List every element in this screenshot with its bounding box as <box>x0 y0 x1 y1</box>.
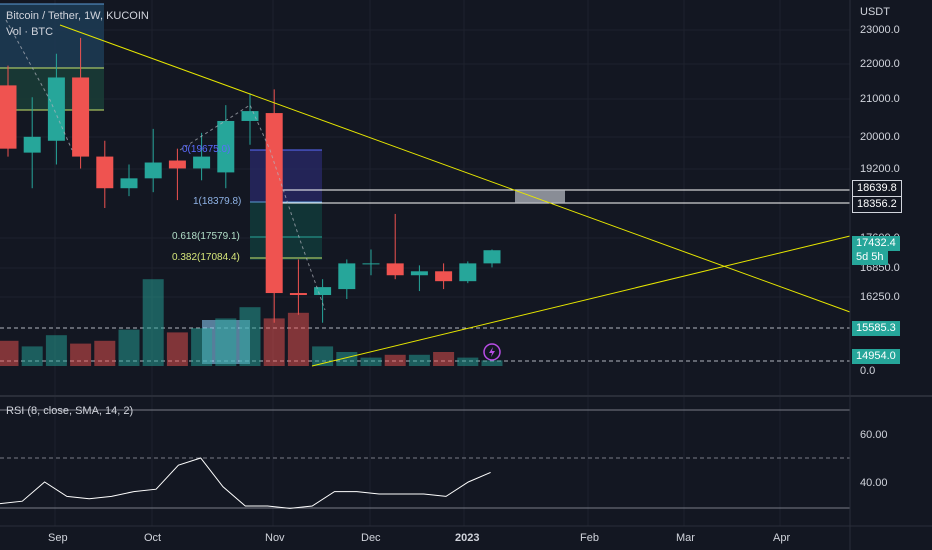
time-tick: Feb <box>580 532 599 544</box>
volume-bar <box>142 279 164 366</box>
candle[interactable] <box>0 85 17 149</box>
price-tick: 20000.0 <box>860 131 900 143</box>
volume-bar <box>457 357 479 366</box>
candle[interactable] <box>314 287 332 296</box>
price-axis-currency: USDT <box>860 6 890 18</box>
volume-bar <box>94 340 116 366</box>
dashed-level-tag-high[interactable]: 15585.3 <box>852 321 900 336</box>
fib-label-0382: 0.382(17084.4) <box>172 252 240 263</box>
volume-bars <box>0 279 503 366</box>
volume-bar <box>70 343 92 366</box>
volume-bar <box>408 354 430 366</box>
time-tick: Sep <box>48 532 68 544</box>
candle[interactable] <box>265 113 283 294</box>
price-tick: 19200.0 <box>860 163 900 175</box>
candle[interactable] <box>96 156 114 189</box>
rsi-line[interactable] <box>0 457 491 509</box>
resistance-zone-highlight <box>515 190 565 203</box>
price-tick: 23000.0 <box>860 24 900 36</box>
time-tick: Apr <box>773 532 791 544</box>
rsi-legend[interactable]: RSI (8, close, SMA, 14, 2) <box>6 405 134 417</box>
candle[interactable] <box>217 120 235 173</box>
volume-bar <box>118 329 140 366</box>
range-box[interactable] <box>0 4 104 68</box>
volume-bar <box>481 360 503 366</box>
zigzag-path-2 <box>179 104 326 311</box>
volume-bar <box>360 357 382 366</box>
candle[interactable] <box>483 250 501 264</box>
candle[interactable] <box>47 77 65 141</box>
fib-box-upper[interactable] <box>250 150 322 202</box>
rsi-tick: 60.00 <box>860 429 888 441</box>
fib-label-1: 1(18379.8) <box>193 196 242 207</box>
rsi-tick: 40.00 <box>860 477 888 489</box>
volume-bar <box>45 335 67 366</box>
volume-bar <box>336 352 358 366</box>
level-tag-lower[interactable]: 18356.2 <box>852 196 902 213</box>
level-tag-upper[interactable]: 18639.8 <box>852 180 902 197</box>
volume-bar <box>239 307 261 366</box>
candles <box>0 37 501 323</box>
price-tick: 21000.0 <box>860 93 900 105</box>
volume-bar <box>191 328 213 366</box>
symbol-title[interactable]: Bitcoin / Tether, 1W, KUCOIN <box>6 10 149 22</box>
volume-bar <box>21 346 43 366</box>
price-tick: 16250.0 <box>860 291 900 303</box>
time-tick: Dec <box>361 532 381 544</box>
dashed-level-tag-low[interactable]: 14954.0 <box>852 349 900 364</box>
volume-bar <box>215 318 237 366</box>
candle[interactable] <box>338 263 356 290</box>
candle[interactable] <box>72 77 90 157</box>
bar-countdown: 5d 5h <box>852 250 888 265</box>
volume-bar <box>287 312 309 366</box>
volume-bar <box>433 352 455 366</box>
candle[interactable] <box>168 160 186 169</box>
candle[interactable] <box>144 162 162 179</box>
candle[interactable] <box>410 271 428 276</box>
candle[interactable] <box>23 136 41 153</box>
lightning-icon[interactable] <box>483 343 501 361</box>
time-tick: Oct <box>144 532 162 544</box>
price-tick: 16850.0 <box>860 262 900 274</box>
volume-bar <box>166 332 188 366</box>
candle[interactable] <box>362 263 380 265</box>
candle[interactable] <box>459 263 477 282</box>
candle[interactable] <box>193 156 211 169</box>
grid-lines <box>0 0 850 526</box>
candle[interactable] <box>435 271 453 282</box>
volume-bar <box>263 318 285 366</box>
candle[interactable] <box>241 111 259 121</box>
candle[interactable] <box>386 263 404 276</box>
ascending-trendline[interactable] <box>311 235 851 367</box>
candle[interactable] <box>120 178 138 189</box>
fib-box-lower <box>250 202 322 260</box>
last-price-tag[interactable]: 17432.4 <box>852 236 900 251</box>
fib-label-0618: 0.618(17579.1) <box>172 231 240 242</box>
zigzag-path <box>5 19 73 151</box>
time-tick: Nov <box>265 532 285 544</box>
candle[interactable] <box>289 293 307 296</box>
time-tick: 2023 <box>455 532 480 544</box>
fib-label-0: 0(19675.0) <box>182 144 231 155</box>
volume-bar <box>312 346 334 366</box>
volume-legend[interactable]: Vol · BTC <box>6 26 54 38</box>
descending-trendline[interactable] <box>59 24 851 313</box>
time-tick: Mar <box>676 532 695 544</box>
volume-bar <box>0 340 19 366</box>
price-tick: 22000.0 <box>860 58 900 70</box>
volume-bar <box>384 354 406 366</box>
volume-tick: 0.0 <box>860 365 876 377</box>
